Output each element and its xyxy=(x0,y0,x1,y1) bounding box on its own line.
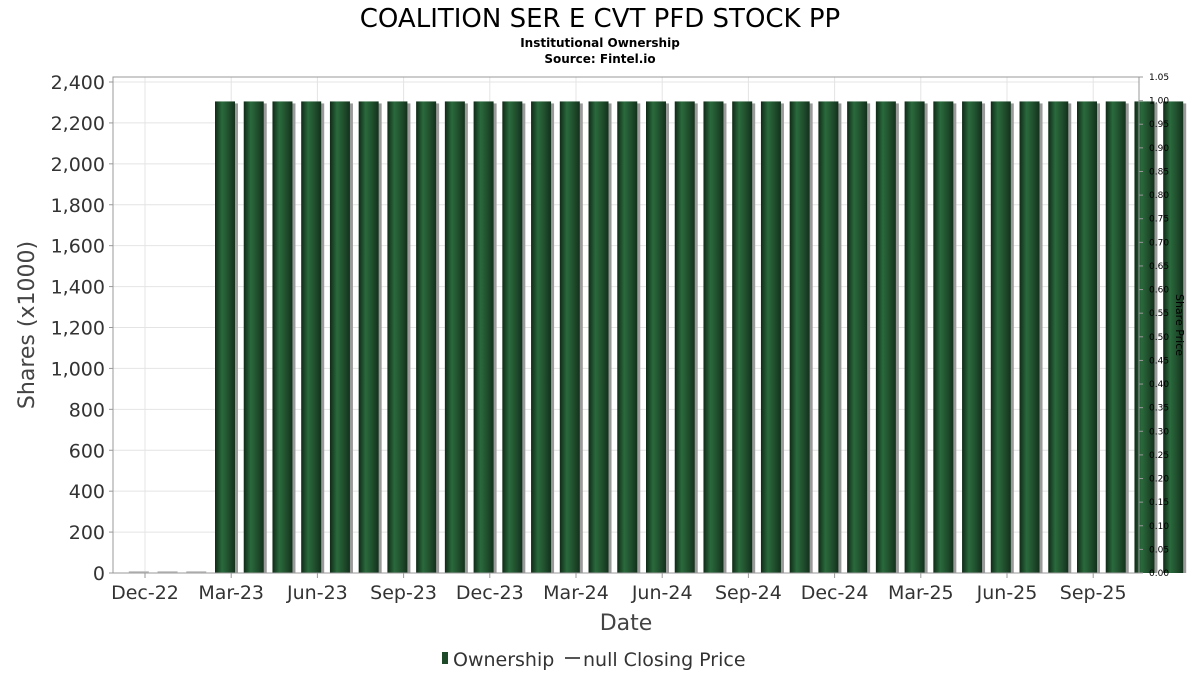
x-tick-label: Mar-25 xyxy=(888,582,954,604)
y-tick-label: 600 xyxy=(69,440,105,462)
ownership-bar xyxy=(588,101,609,573)
legend-ownership-swatch xyxy=(442,652,448,664)
ownership-bar xyxy=(933,101,954,573)
x-axis-ticks: Dec-22 Mar-23 Jun-23 Sep-23 Dec-23 Mar-24 Jun-… xyxy=(111,573,1127,604)
plot-area-border xyxy=(112,76,1140,574)
x-tick-label: Sep-25 xyxy=(1060,582,1127,604)
y2-tick-label: 0.15 xyxy=(1149,498,1169,508)
ownership-bar xyxy=(502,101,523,573)
bars xyxy=(128,101,1187,573)
y-tick-label: 0 xyxy=(93,563,105,585)
chart-source: Source: Fintel.io xyxy=(544,52,655,66)
y2-tick-label: 0.00 xyxy=(1149,569,1169,579)
ownership-bar xyxy=(990,101,1011,573)
ownership-bar xyxy=(329,101,350,573)
y-tick-label: 1,800 xyxy=(51,195,105,217)
ownership-bar xyxy=(243,101,264,573)
y2-tick-label: 0.45 xyxy=(1149,356,1169,366)
y-tick-label: 1,600 xyxy=(51,236,105,258)
y2-tick-label: 0.75 xyxy=(1149,215,1169,225)
legend-ownership-label: Ownership xyxy=(453,649,554,671)
ownership-bar xyxy=(301,101,322,573)
ownership-bar xyxy=(875,101,896,573)
x-tick-label: Jun-24 xyxy=(631,582,693,604)
ownership-bar xyxy=(1048,101,1069,573)
ownership-bar xyxy=(646,101,666,573)
ownership-bar xyxy=(617,101,638,573)
x-tick-label: Jun-25 xyxy=(976,582,1038,604)
y2-tick-label: 0.05 xyxy=(1149,545,1169,555)
ownership-bar xyxy=(272,101,293,573)
ownership-bar xyxy=(789,101,810,573)
y-tick-label: 2,400 xyxy=(51,72,105,94)
y2-tick-label: 0.65 xyxy=(1149,262,1169,272)
y2-tick-label: 1.00 xyxy=(1149,97,1169,107)
y2-tick-label: 0.35 xyxy=(1149,404,1169,414)
y-tick-label: 1,400 xyxy=(51,277,105,299)
y-axis-label: Shares (x1000) xyxy=(15,241,40,409)
ownership-bar xyxy=(444,101,465,573)
y-tick-label: 2,000 xyxy=(51,154,105,176)
legend-price-label: null Closing Price xyxy=(583,649,746,671)
y2-tick-label: 0.40 xyxy=(1149,380,1169,390)
y2-tick-label: 0.30 xyxy=(1149,427,1169,437)
ownership-bar xyxy=(904,101,925,573)
y2-tick-label: 0.80 xyxy=(1149,191,1169,201)
y2-tick-label: 0.55 xyxy=(1149,309,1169,319)
y2-tick-label: 0.70 xyxy=(1149,238,1169,248)
ownership-bar xyxy=(962,101,983,573)
y2-tick-label: 0.10 xyxy=(1149,522,1169,532)
y-tick-label: 800 xyxy=(69,399,105,421)
ownership-bar xyxy=(760,101,781,573)
y-axis-ticks: 0 200 400 600 800 1,000 1,200 1,400 1,600 1,800 2,… xyxy=(51,72,113,585)
ownership-bar xyxy=(1163,101,1184,573)
ownership-bar xyxy=(559,101,580,573)
x-tick-label: Dec-22 xyxy=(111,582,179,604)
x-tick-label: Sep-23 xyxy=(370,582,437,604)
ownership-bar xyxy=(674,101,695,573)
x-tick-label: Sep-24 xyxy=(715,582,782,604)
ownership-bar xyxy=(387,101,408,573)
y2-tick-label: 0.90 xyxy=(1149,144,1169,154)
y-tick-label: 200 xyxy=(69,522,105,544)
y2-tick-label: 0.25 xyxy=(1149,451,1169,461)
chart-subtitle: Institutional Ownership xyxy=(520,36,680,50)
y2-axis-ticks: 0.00 0.05 0.10 0.15 0.20 0.25 0.30 0.35 0.40 0.45… xyxy=(1139,73,1169,579)
y2-tick-label: 0.20 xyxy=(1149,475,1169,485)
y-tick-label: 400 xyxy=(69,481,105,503)
y2-tick-label: 0.60 xyxy=(1149,286,1169,296)
chart-title: COALITION SER E CVT PFD STOCK PP xyxy=(360,4,840,34)
x-tick-label: Mar-24 xyxy=(543,582,609,604)
y-tick-label: 1,200 xyxy=(51,318,105,340)
legend: Ownership null Closing Price xyxy=(442,649,746,671)
ownership-bar xyxy=(1019,101,1040,573)
y2-tick-label: 1.05 xyxy=(1149,73,1169,83)
ownership-bar xyxy=(732,101,753,573)
ownership-bar xyxy=(358,101,379,573)
y2-tick-label: 0.50 xyxy=(1149,333,1169,343)
ownership-bar xyxy=(703,101,724,573)
ownership-bar xyxy=(416,101,437,573)
y2-tick-label: 0.85 xyxy=(1149,167,1169,177)
ownership-bar xyxy=(473,101,494,573)
x-axis-label: Date xyxy=(600,611,653,636)
y2-tick-label: 0.95 xyxy=(1149,120,1169,130)
ownership-bar xyxy=(215,101,235,573)
ownership-bar xyxy=(847,101,868,573)
ownership-bar xyxy=(1105,101,1126,573)
ownership-bar xyxy=(531,101,552,573)
ownership-bar xyxy=(1077,101,1097,573)
y-tick-label: 1,000 xyxy=(51,358,105,380)
x-tick-label: Mar-23 xyxy=(198,582,264,604)
y-tick-label: 2,200 xyxy=(51,113,105,135)
x-tick-label: Dec-24 xyxy=(801,582,869,604)
x-tick-label: Jun-23 xyxy=(286,582,348,604)
x-tick-label: Dec-23 xyxy=(456,582,524,604)
ownership-bar xyxy=(818,101,839,573)
y2-axis-label: Share Price xyxy=(1173,294,1186,356)
